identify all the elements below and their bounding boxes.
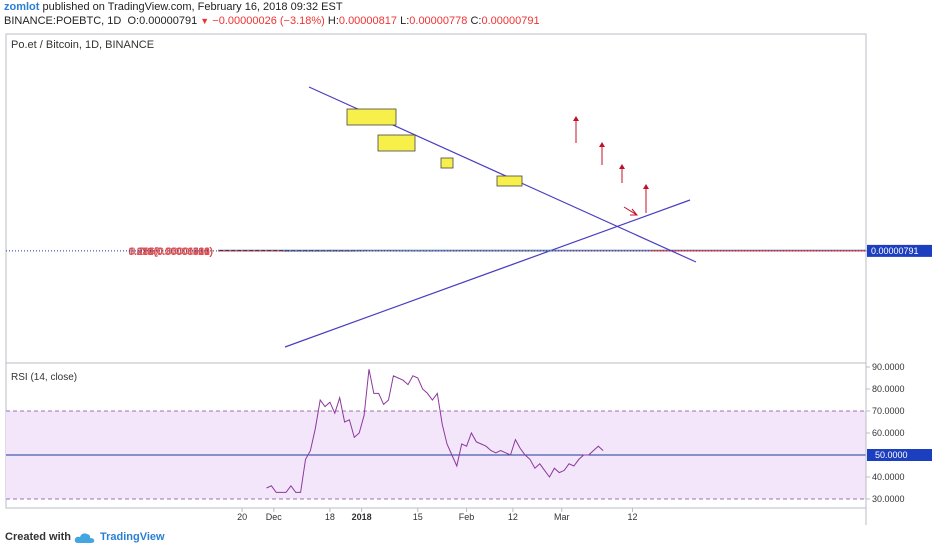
tradingview-brand[interactable]: TradingView	[100, 531, 165, 543]
highlight-box	[346, 108, 397, 126]
publish-text: published on TradingView.com, February 1…	[39, 1, 343, 13]
time-tick-label: 20	[237, 512, 247, 522]
current-price-label: 0.00000791	[871, 246, 919, 256]
fib-level-label: 1.618(0.00001634)	[128, 246, 213, 257]
rsi-pane-title: RSI (14, close)	[11, 372, 77, 383]
ascending-trendline	[284, 199, 691, 348]
h-value: 0.00000817	[338, 15, 398, 27]
c-value: 0.00000791	[481, 15, 540, 27]
target-arrow-icon	[619, 164, 625, 169]
time-tick-label: Feb	[459, 512, 475, 522]
fib-level-label: 0.382(0.00000862)	[128, 247, 213, 258]
author-link[interactable]: zomlot	[4, 1, 40, 13]
fib-level-label: 0.618(0.00001010)	[128, 247, 213, 258]
highlight-box	[496, 175, 523, 187]
highlight-box	[440, 157, 454, 169]
tradingview-cloud-icon	[74, 533, 95, 543]
rsi-tick-label: 70.0000	[872, 406, 905, 416]
publish-line: zomlot published on TradingView.com, Feb…	[4, 1, 343, 13]
rsi-tick-label: 30.0000	[872, 494, 905, 504]
change-value: −0.00000026 (−3.18%)	[212, 15, 325, 27]
fib-level-label: 1.272(0.00001418)	[128, 246, 213, 257]
price-pane-title: Po.et / Bitcoin, 1D, BINANCE	[11, 39, 154, 51]
time-tick-label: Dec	[266, 512, 283, 522]
current-price-tag	[867, 244, 932, 257]
rsi-tick-label: 60.0000	[872, 428, 905, 438]
o-value: 0.00000791	[139, 15, 198, 27]
rsi-midline-label: 50.0000	[875, 450, 908, 460]
ohlc-line: BINANCE:POEBTC, 1D O:0.00000791 ▼ −0.000…	[4, 15, 540, 27]
h-label: H:	[327, 15, 339, 27]
created-with-label: Created with	[5, 531, 72, 543]
c-label: C:	[470, 15, 482, 27]
footer: Created with TradingView	[0, 525, 932, 550]
price-pane-frame	[5, 33, 867, 364]
time-tick-label: 15	[413, 512, 423, 522]
price-pane[interactable]: 1.618(0.00001634)1.414(0.00001506)1.272(…	[5, 33, 932, 364]
rsi-tick-label: 90.0000	[872, 362, 905, 372]
fib-level-label: 1(0.00001248)	[148, 247, 213, 258]
fib-level-label: 0.5(0.00000936)	[140, 247, 213, 258]
time-axis[interactable]: 20 Dec 18 2018 15 Feb 12 Mar 12	[6, 34, 867, 525]
fib-level-label: 0.786(0.00001114)	[130, 247, 213, 258]
rsi-tick-label: 80.0000	[872, 384, 905, 394]
symbol-label: BINANCE:POEBTC, 1D	[4, 15, 122, 27]
target-arrow-icon	[573, 116, 579, 121]
time-tick-label: 18	[325, 512, 335, 522]
o-label: O:	[127, 15, 140, 27]
highlight-box	[377, 134, 416, 152]
price-plot-area: 1.618(0.00001634)1.414(0.00001506)1.272(…	[6, 86, 866, 348]
time-tick-label: Mar	[554, 512, 570, 522]
rsi-tick-label: 40.0000	[872, 472, 905, 482]
time-tick-label: 2018	[352, 512, 372, 522]
down-arrow-icon: ▼	[200, 16, 210, 26]
rsi-plot-area	[6, 369, 866, 500]
rsi-midline-tag	[867, 449, 932, 461]
fib-level-label: 0(0.00000624)	[148, 247, 213, 258]
l-value: 0.00000778	[409, 15, 468, 27]
l-label: L:	[400, 15, 410, 27]
time-tick-label: 12	[508, 512, 518, 522]
rsi-series-line	[266, 369, 604, 493]
target-arrow-icon	[643, 184, 649, 189]
fib-level-label: 1.414(0.00001506)	[128, 246, 213, 257]
target-arrow-icon	[599, 142, 605, 147]
fib-level-label: 0.236(0.00000771)	[128, 247, 213, 258]
short-target-arrow-icon	[623, 206, 639, 216]
rsi-pane[interactable]: RSI (14, close) 90.0000 80.0000 70.0000 60.0…	[5, 362, 932, 509]
time-tick-label: 12	[627, 512, 637, 522]
chart-svg[interactable]: 1.618(0.00001634)1.414(0.00001506)1.272(…	[0, 0, 932, 525]
